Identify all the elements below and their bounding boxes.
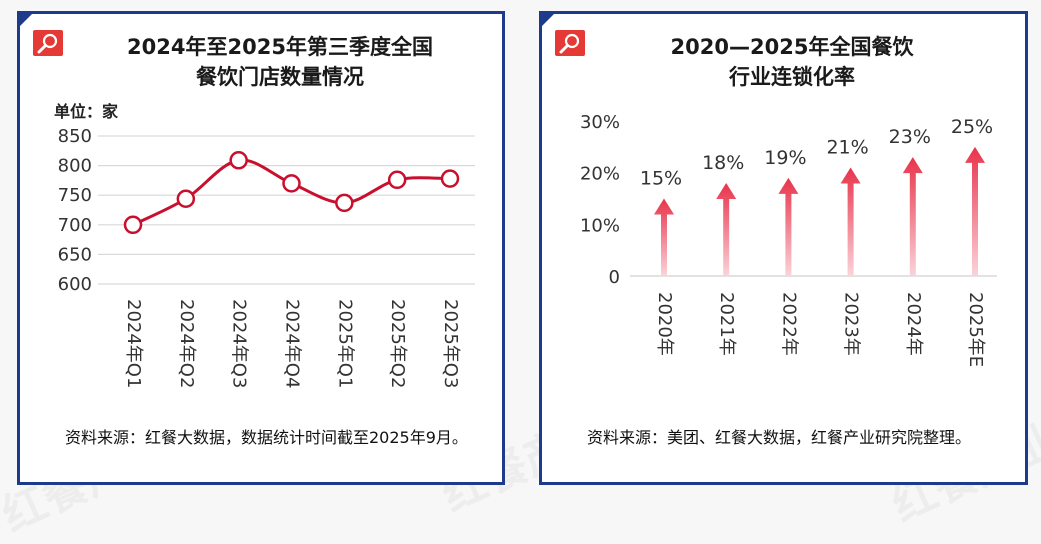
store-count-panel: 2024年至2025年第三季度全国 餐饮门店数量情况 单位：家 600 650 70… [17,11,505,485]
y-tick-label: 30% [580,112,620,133]
x-tick-label: 2025年Q2 [387,299,408,388]
panel-corner [539,11,557,29]
chart-title-line2: 餐饮门店数量情况 [196,65,364,89]
source-note: 资料来源：红餐大数据，数据统计时间截至2025年9月。 [65,428,468,447]
data-label: 19% [764,147,806,169]
x-tick-label: 2024年Q3 [229,299,250,388]
data-label: 23% [889,126,931,148]
arrow-bar [654,198,674,276]
data-point [229,151,248,170]
y-tick-label: 700 [58,215,92,236]
x-tick-label: 2024年Q2 [176,299,197,388]
arrow-bar [965,146,985,276]
search-icon [555,30,585,56]
chart-title: 2024年至2025年第三季度全国 餐饮门店数量情况 [80,32,480,92]
x-tick-label: 2025年Q3 [440,299,461,388]
data-point [335,193,354,213]
chart-title: 2020—2025年全国餐饮 行业连锁化率 [592,32,992,92]
unit-label: 单位：家 [54,102,119,121]
y-tick-label: 750 [58,185,92,206]
chain-rate-arrow-chart: 0 10% 20% 30% 15% 18% 19% 21% 23% 25% 2020年 2021年 20… [580,112,997,367]
x-tick-label: 2023年 [841,292,862,356]
source-note: 资料来源：美团、红餐大数据，红餐产业研究院整理。 [587,428,972,447]
data-point [176,189,196,209]
data-point [123,215,143,235]
store-count-line-chart: 600 650 700 750 800 850 2024年Q1 2024年Q2 2024年Q3 2… [58,126,475,388]
x-tick-label: 2025年Q1 [334,299,355,388]
x-tick-label: 2025年E [965,292,986,367]
data-label: 15% [640,168,682,190]
chart-title-line2: 行业连锁化率 [729,65,855,89]
x-tick-label: 2022年 [778,292,799,356]
panel-corner [17,11,35,29]
y-tick-label: 650 [58,244,92,265]
chart-title-line1: 2024年至2025年第三季度全国 [127,35,433,59]
y-tick-label: 10% [580,215,620,236]
data-point [440,169,460,188]
y-tick-label: 600 [58,274,92,295]
data-label: 21% [826,137,868,159]
x-tick-label: 2024年Q4 [282,299,303,388]
data-label: 18% [702,152,744,174]
data-point [282,174,301,193]
x-tick-label: 2024年Q1 [123,299,144,388]
x-tick-label: 2020年 [654,292,675,356]
y-tick-label: 20% [580,164,620,185]
data-label: 25% [951,116,993,138]
chain-rate-panel: 2020—2025年全国餐饮 行业连锁化率 0 10% 20% 30% 15% 18% 19… [539,11,1028,485]
y-tick-label: 850 [58,126,92,147]
x-tick-label: 2024年 [903,292,924,356]
search-icon [33,30,63,56]
chart-title-line1: 2020—2025年全国餐饮 [670,35,914,59]
x-tick-label: 2021年 [716,292,737,356]
y-tick-label: 800 [58,156,92,177]
arrow-bar [902,157,923,276]
arrow-bar [840,167,861,276]
arrow-bar [716,183,737,276]
data-point [387,170,407,190]
y-tick-label: 0 [609,267,620,288]
arrow-bar [778,177,799,276]
